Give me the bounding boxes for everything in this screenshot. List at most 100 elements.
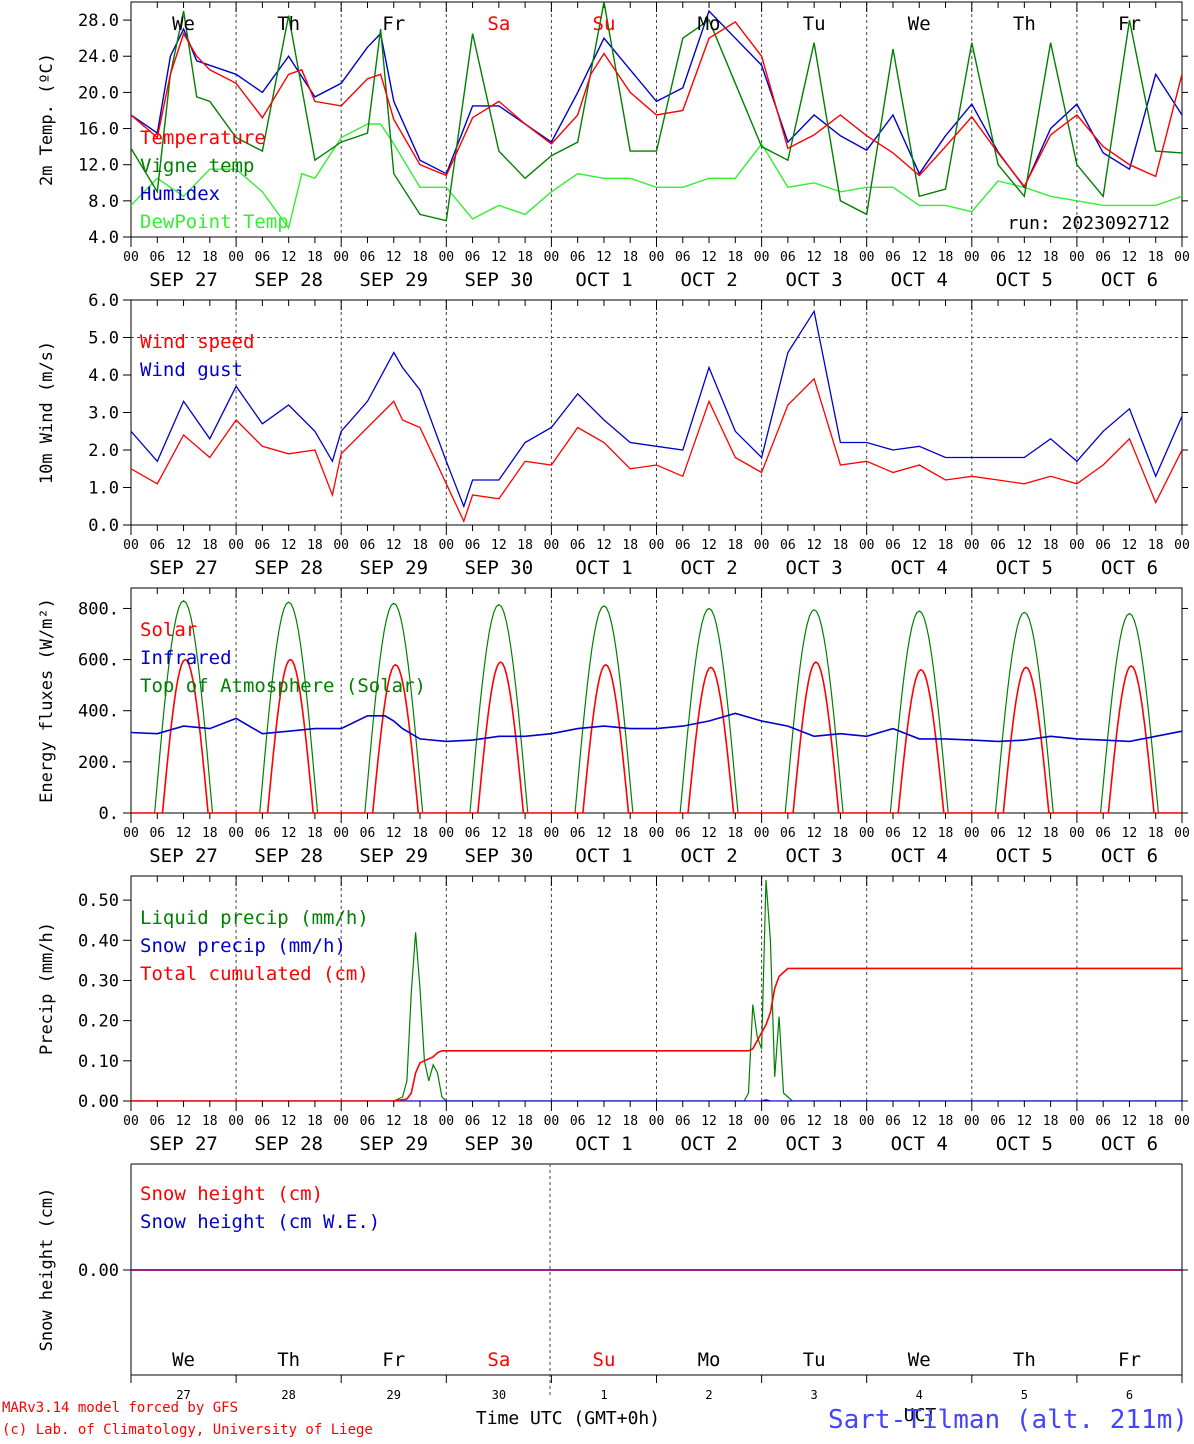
hour-tick-label: 00 [228, 250, 244, 265]
series-line [131, 20, 1182, 188]
hour-tick-label: 12 [281, 250, 297, 265]
date-label: SEP 29 [359, 845, 428, 867]
hour-tick-label: 18 [202, 1114, 218, 1129]
hour-tick-label: 12 [911, 826, 927, 841]
weekday-label: Su [593, 13, 616, 35]
toa-solar-line [131, 600, 1182, 813]
y-tick-label: 0.20 [78, 1012, 119, 1032]
hour-tick-label: 18 [202, 826, 218, 841]
hour-tick-label: 18 [727, 1114, 743, 1129]
day-number-label: 5 [1021, 1388, 1028, 1402]
series-line [131, 879, 1182, 1101]
weekday-label: Sa [487, 1349, 510, 1371]
day-number-label: 30 [492, 1388, 506, 1402]
infrared-line [131, 712, 1182, 743]
hour-tick-label: 00 [333, 826, 349, 841]
y-tick-label: 600. [78, 651, 119, 671]
hour-tick-label: 18 [412, 1114, 428, 1129]
hour-tick-label: 00 [333, 250, 349, 265]
hour-tick-label: 18 [622, 1114, 638, 1129]
hour-tick-label: 12 [1122, 826, 1138, 841]
hour-tick-label: 00 [964, 1114, 980, 1129]
hour-tick-label: 18 [727, 538, 743, 553]
hour-tick-label: 18 [727, 826, 743, 841]
hour-tick-label: 12 [176, 826, 192, 841]
hour-tick-label: 00 [649, 1114, 665, 1129]
weekday-label: Th [277, 1349, 300, 1371]
run-annotation: run: 2023092712 [1007, 213, 1170, 234]
hour-tick-label: 18 [938, 250, 954, 265]
station-overlap-text: UCT [904, 1405, 937, 1426]
footer-credit-text: (c) Lab. of Climatology, University of L… [2, 1422, 373, 1438]
hour-tick-label: 06 [675, 250, 691, 265]
hour-tick-label: 00 [859, 826, 875, 841]
hour-tick-label: 18 [307, 826, 323, 841]
y-tick-label: 24.0 [78, 47, 119, 67]
date-label: SEP 27 [149, 1133, 218, 1155]
y-tick-label: 200. [78, 753, 119, 773]
date-label: SEP 28 [254, 557, 323, 579]
legend-entry: Humidex [140, 183, 220, 205]
hour-tick-label: 12 [281, 1114, 297, 1129]
y-tick-label: 0.30 [78, 971, 119, 991]
weekday-label: Fr [1118, 1349, 1141, 1371]
hour-tick-label: 18 [938, 1114, 954, 1129]
hour-tick-label: 12 [386, 826, 402, 841]
hour-tick-label: 18 [833, 826, 849, 841]
hour-tick-label: 18 [938, 538, 954, 553]
hour-tick-label: 06 [360, 1114, 376, 1129]
date-label: OCT 6 [1101, 557, 1158, 579]
hour-tick-label: 06 [255, 250, 271, 265]
weekday-label: Tu [803, 13, 826, 35]
day-number-label: 29 [387, 1388, 401, 1402]
date-label: SEP 29 [359, 557, 428, 579]
hour-tick-label: 18 [202, 250, 218, 265]
hour-tick-label: 12 [1122, 250, 1138, 265]
hour-tick-label: 18 [517, 538, 533, 553]
hour-tick-label: 06 [255, 826, 271, 841]
hour-tick-label: 18 [622, 250, 638, 265]
solar-line [131, 658, 1182, 813]
hour-tick-label: 18 [412, 250, 428, 265]
weekday-label: We [172, 13, 195, 35]
hour-tick-label: 18 [1148, 250, 1164, 265]
hour-tick-label: 12 [491, 538, 507, 553]
hour-tick-label: 00 [438, 1114, 454, 1129]
hour-tick-label: 12 [806, 1114, 822, 1129]
hour-tick-label: 06 [255, 1114, 271, 1129]
energy-panel: 0. 200. 400. 600. 800. Energy fluxes (W/m²) 00… [37, 587, 1190, 867]
hour-tick-label: 12 [596, 826, 612, 841]
date-label: OCT 5 [996, 1133, 1053, 1155]
y-tick-label: 16.0 [78, 120, 119, 140]
hour-tick-label: 18 [307, 1114, 323, 1129]
hour-tick-label: 06 [465, 250, 481, 265]
series-line [131, 377, 1182, 524]
hour-tick-label: 18 [622, 538, 638, 553]
legend-entry: Liquid precip (mm/h) [140, 907, 369, 929]
date-label: OCT 4 [891, 1133, 948, 1155]
weekday-label: Fr [382, 13, 405, 35]
series-line [131, 309, 1182, 509]
hour-tick-label: 18 [1043, 826, 1059, 841]
hour-tick-label: 12 [1017, 250, 1033, 265]
hour-tick-label: 18 [412, 538, 428, 553]
hour-tick-label: 18 [1043, 1114, 1059, 1129]
hour-tick-label: 00 [1174, 250, 1190, 265]
hour-tick-label: 06 [360, 826, 376, 841]
hour-tick-label: 06 [885, 250, 901, 265]
hour-tick-label: 06 [570, 538, 586, 553]
hour-tick-label: 18 [1148, 1114, 1164, 1129]
hour-tick-label: 12 [1122, 1114, 1138, 1129]
hour-tick-label: 12 [281, 826, 297, 841]
hour-tick-label: 00 [333, 538, 349, 553]
hour-tick-label: 12 [701, 1114, 717, 1129]
hour-tick-label: 12 [176, 538, 192, 553]
hour-tick-label: 06 [465, 538, 481, 553]
hour-tick-label: 00 [1174, 1114, 1190, 1129]
hour-tick-label: 06 [675, 538, 691, 553]
hour-tick-label: 00 [123, 250, 139, 265]
hour-tick-label: 06 [570, 1114, 586, 1129]
hour-tick-label: 18 [517, 250, 533, 265]
hour-tick-label: 06 [990, 538, 1006, 553]
weekday-label: Fr [1118, 13, 1141, 35]
